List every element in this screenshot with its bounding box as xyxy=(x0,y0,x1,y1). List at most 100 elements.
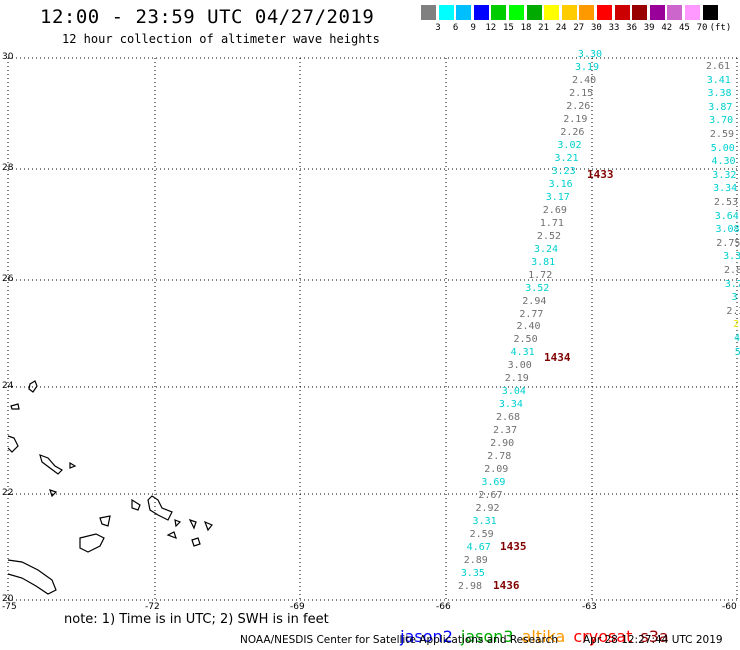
wave-height-label: 2.40 xyxy=(516,321,541,333)
wave-height-label: 3.3 xyxy=(723,251,740,263)
wave-height-label: 3.34 xyxy=(498,399,523,411)
legend-altika: altika xyxy=(521,627,566,646)
orbit-label-1434: 1434 xyxy=(544,351,571,364)
wave-height-label: 3.38 xyxy=(707,88,732,100)
lat-tick-26: 26 xyxy=(2,274,14,284)
scale-label: (ft) xyxy=(709,23,732,33)
orbit-label-1435: 1435 xyxy=(500,540,527,553)
wave-height-label: 2.92 xyxy=(475,503,500,515)
scale-label: 3 xyxy=(435,23,441,33)
scale-label: 39 xyxy=(643,23,655,33)
wave-height-label: 3 xyxy=(718,361,740,371)
wave-height-label: 3 xyxy=(719,388,740,398)
wave-height-label: 2.98 xyxy=(457,581,482,592)
scale-label: 12 xyxy=(485,23,497,33)
wave-height-label: 4.67 xyxy=(466,542,491,554)
wave-height-label: 2.69 xyxy=(542,204,567,216)
chart-title: 12:00 - 23:59 UTC 04/27/2019 xyxy=(40,6,375,28)
scale-label: 30 xyxy=(590,23,602,33)
wave-height-label: 3.21 xyxy=(554,152,579,164)
wave-height-label: 2.53 xyxy=(713,197,738,208)
wave-height-label: 3.87 xyxy=(708,101,733,113)
lat-tick-20: 20 xyxy=(2,594,14,604)
lat-tick-30: 30 xyxy=(2,52,14,62)
scale-label: 21 xyxy=(538,23,550,33)
wave-height-label: 3.00 xyxy=(507,360,532,372)
wave-height-label: 3.24 xyxy=(534,243,559,255)
wave-height-label: 4.31 xyxy=(510,347,535,359)
scale-swatch xyxy=(702,5,718,20)
wave-height-label: 3.16 xyxy=(548,178,573,190)
scale-swatch xyxy=(456,5,472,20)
wave-height-label: 3.69 xyxy=(481,477,506,489)
wave-height-label: 2.68 xyxy=(495,412,521,424)
wave-height-label: 2.15 xyxy=(569,87,594,99)
wave-height-label: 3.34 xyxy=(713,183,738,195)
wave-height-label: 3.52 xyxy=(525,282,550,294)
wave-height-label: 2.75 xyxy=(716,237,740,249)
wave-height-label: 2.50 xyxy=(513,334,538,346)
scale-swatch xyxy=(509,5,524,20)
wave-height-label: 2.59 xyxy=(709,129,734,140)
scale-swatch xyxy=(667,5,683,20)
scale-swatch xyxy=(473,5,489,20)
wave-height-label: 3.81 xyxy=(531,256,556,268)
map-grid xyxy=(7,57,740,601)
satellite-legend: jason2 jason3 altika cryosat s3a xyxy=(390,608,677,646)
wave-height-label: 3. xyxy=(731,292,740,304)
wave-height-label: 3.02 xyxy=(557,139,582,151)
lon-tick-60: -60 xyxy=(722,602,737,612)
wave-height-label: 2.67 xyxy=(478,490,503,502)
footnote: note: 1) Time is in UTC; 2) SWH is in fe… xyxy=(64,612,329,627)
wave-height-label: 3.23 xyxy=(551,165,576,177)
scale-swatch xyxy=(561,5,577,20)
legend-cryosat: cryosat xyxy=(573,627,633,646)
wave-height-label: 5.00 xyxy=(710,142,735,154)
legend-s3a: s3a xyxy=(640,627,669,646)
scale-label: 24 xyxy=(555,23,567,33)
wave-height-label: 2.37 xyxy=(493,425,518,437)
wave-height-label: 3.30 xyxy=(577,49,602,60)
legend-jason3: jason3 xyxy=(460,627,514,646)
wave-height-label: 3.04 xyxy=(501,386,526,398)
credit-date: Apr 28 12:27:44 UTC 2019 xyxy=(583,634,723,646)
lat-tick-24: 24 xyxy=(2,381,14,391)
wave-height-label: 2.26 xyxy=(566,100,591,112)
scale-swatch xyxy=(579,5,595,20)
scale-swatch xyxy=(597,5,612,20)
scale-swatch xyxy=(526,5,542,20)
scale-label: 6 xyxy=(452,23,459,33)
wave-height-label: 3.35 xyxy=(460,568,485,580)
wave-height-label: 2.61 xyxy=(705,61,730,72)
wave-height-label: 3.64 xyxy=(714,210,739,222)
lon-tick-75: -75 xyxy=(2,602,17,612)
wave-height-label: 3.08 xyxy=(715,224,740,236)
lat-tick-22: 22 xyxy=(2,488,14,498)
wave-height-label: 3.17 xyxy=(545,191,570,203)
scale-swatch xyxy=(632,5,648,20)
scale-label: 36 xyxy=(626,23,638,33)
lon-tick-66: -66 xyxy=(436,602,451,612)
lon-tick-63: -63 xyxy=(582,602,597,612)
wave-height-label: 3 xyxy=(720,402,740,412)
wave-height-label: 2.77 xyxy=(519,308,544,320)
wave-height-label: 3.41 xyxy=(706,74,731,86)
scale-label: 9 xyxy=(470,23,476,33)
legend-jason2: jason2 xyxy=(400,627,453,646)
wave-height-label: 2.94 xyxy=(522,295,547,307)
orbit-label-1433: 1433 xyxy=(587,168,614,181)
scale-swatch xyxy=(685,5,700,20)
scale-swatch xyxy=(491,5,507,20)
wave-height-label: 4. xyxy=(733,333,740,344)
wave-height-label: 2.59 xyxy=(469,529,494,541)
scale-label: 42 xyxy=(661,23,673,33)
scale-label: 18 xyxy=(520,23,532,33)
scale-swatch xyxy=(421,5,436,20)
scale-swatch xyxy=(614,5,630,20)
lon-tick-69: -69 xyxy=(290,602,305,612)
chart-subtitle: 12 hour collection of altimeter wave hei… xyxy=(62,32,380,46)
scale-label: 27 xyxy=(573,23,585,33)
orbit-label-1436: 1436 xyxy=(493,579,520,592)
wave-height-label: 2.3 xyxy=(726,305,740,317)
scale-label: 45 xyxy=(678,23,690,33)
